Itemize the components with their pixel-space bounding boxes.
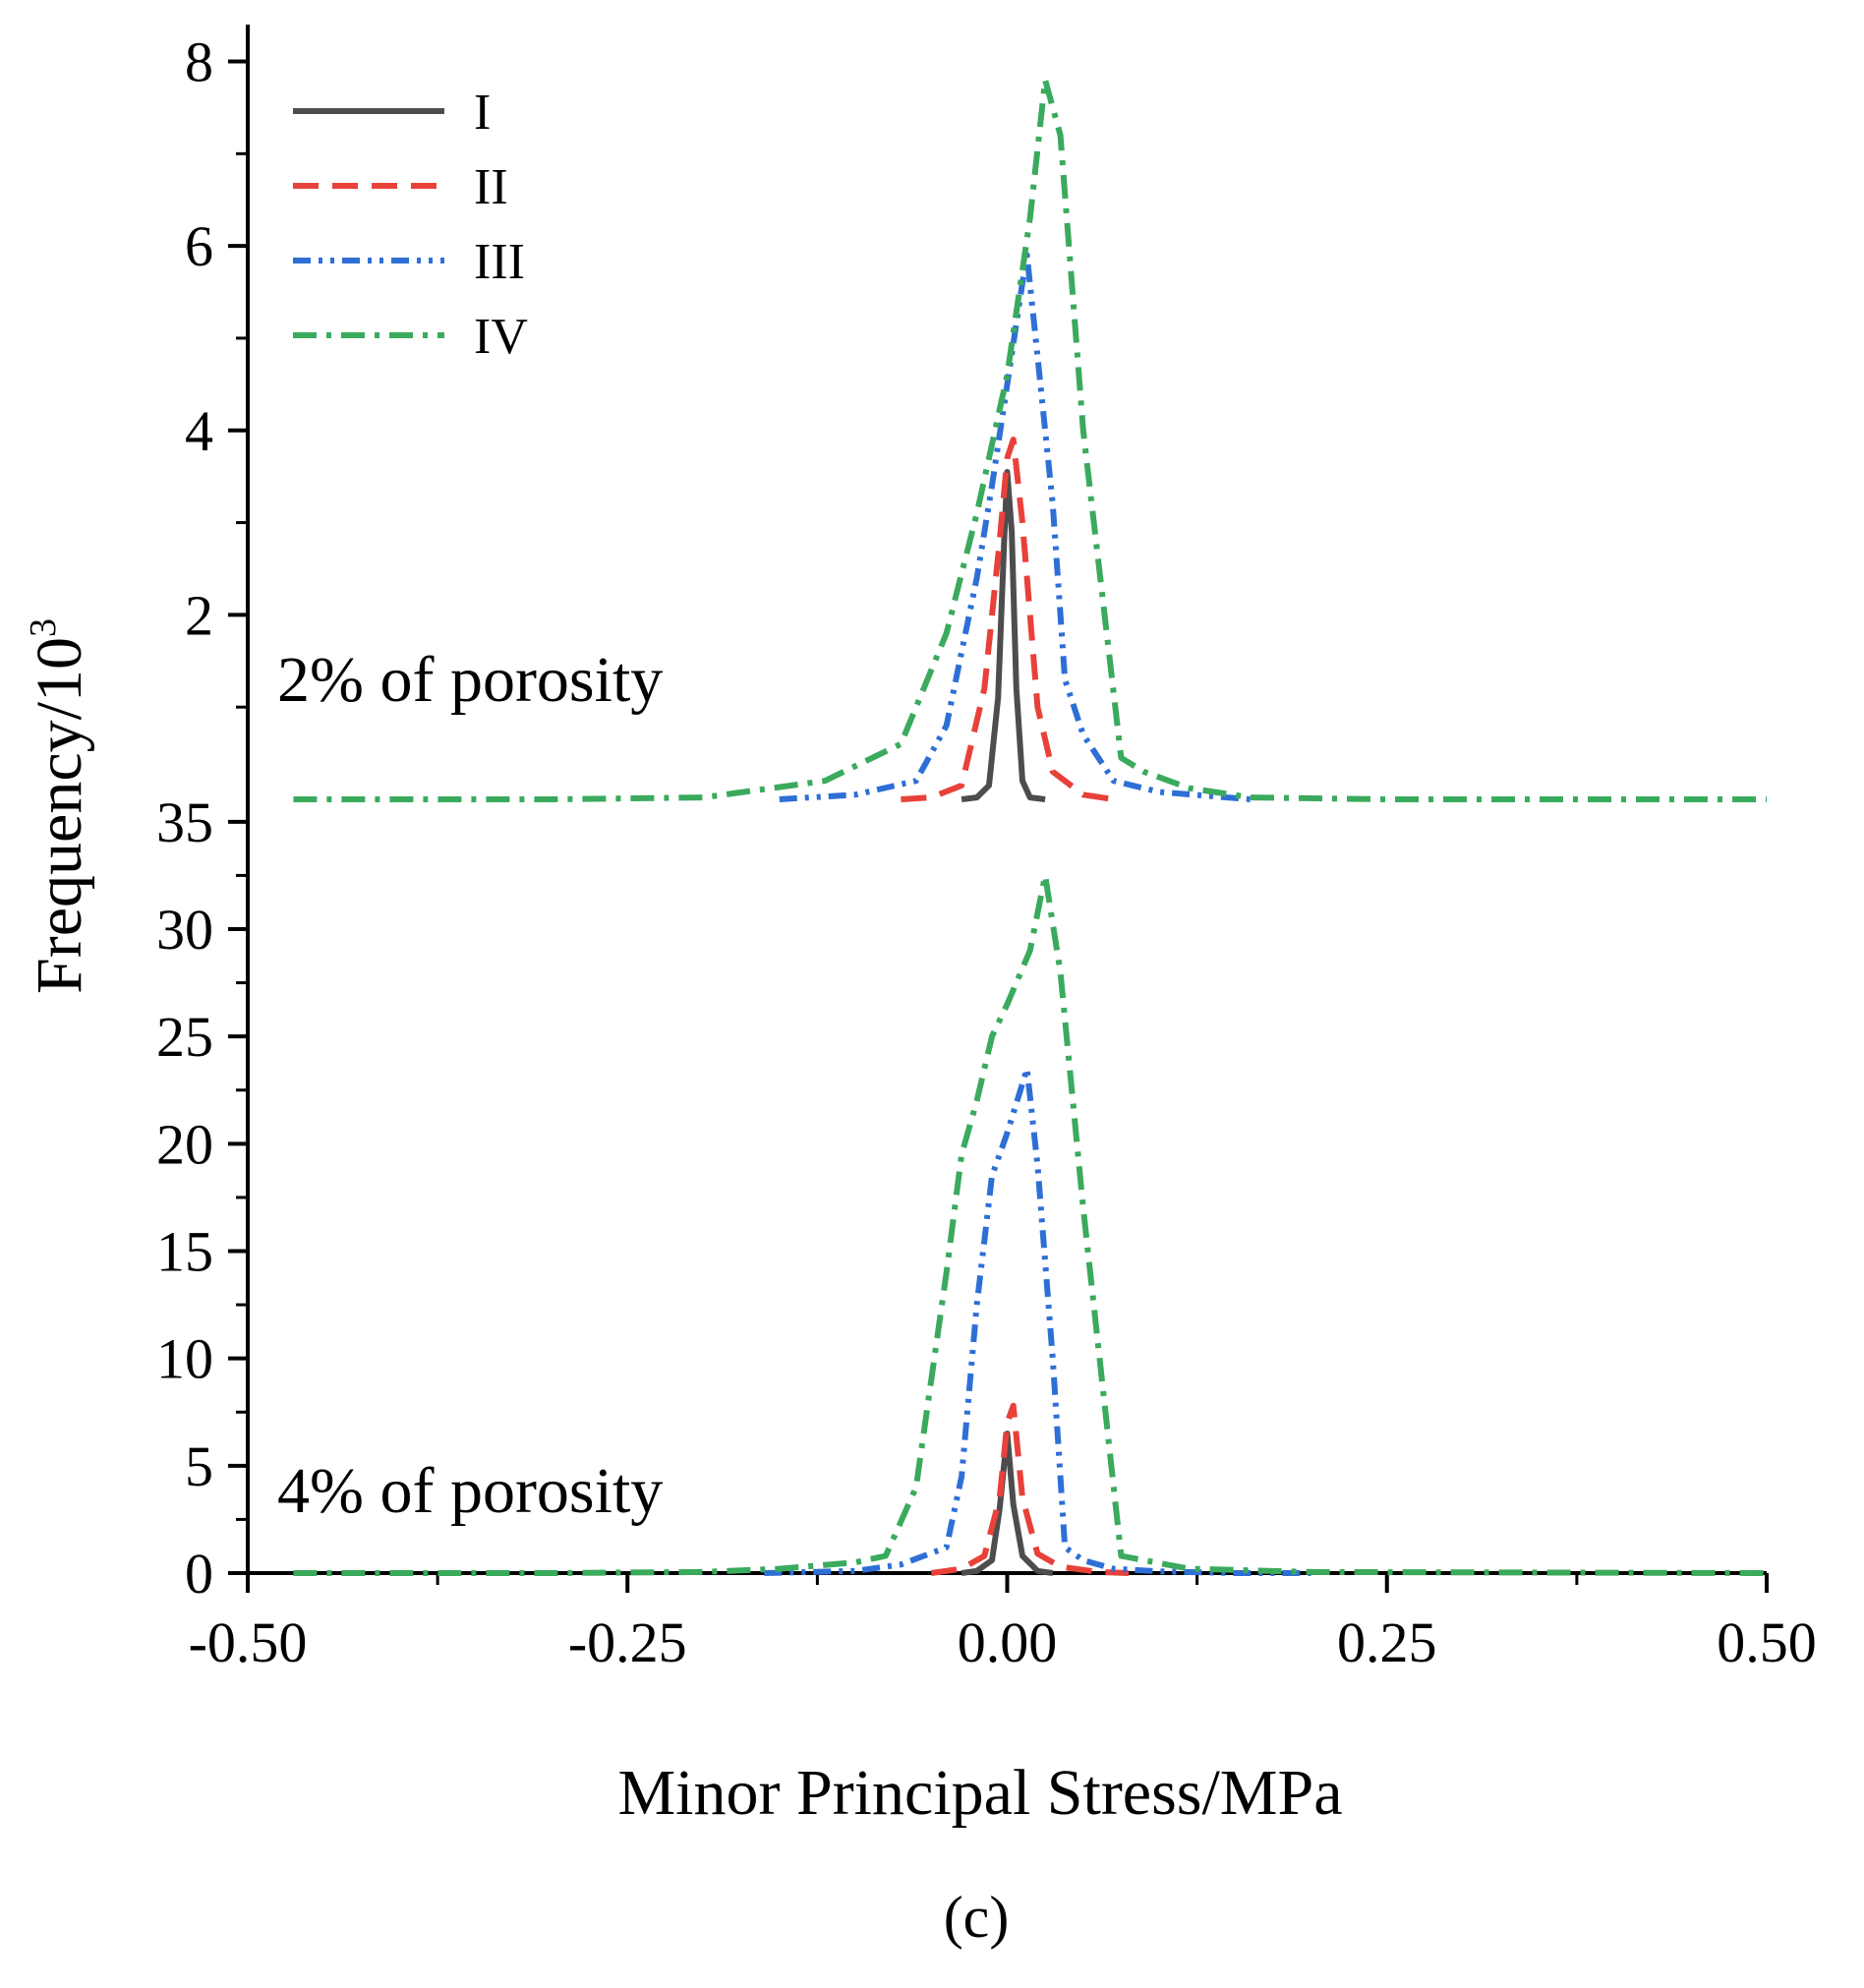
x-axis-title: Minor Principal Stress/MPa: [618, 1757, 1343, 1829]
x-tick-label: -0.25: [568, 1610, 687, 1674]
text-layer: 2% of porosity 4% of porosity Minor Prin…: [23, 30, 1817, 1950]
x-tick-label: 0.00: [958, 1610, 1058, 1674]
y-tick-label: 8: [185, 30, 213, 94]
x-tick-label: 0.50: [1717, 1610, 1817, 1674]
panel-label-4-percent: 4% of porosity: [277, 1455, 663, 1527]
series-line-iii-panel-2: [764, 1065, 1311, 1576]
series-line-i-panel-1: [961, 469, 1046, 802]
y-tick-label: 4: [185, 399, 213, 463]
y-tick-label: 2: [185, 583, 213, 647]
y-tick-label: 30: [156, 898, 213, 962]
y-tick-label: 25: [156, 1005, 213, 1069]
legend-label-iv: IV: [474, 309, 528, 365]
axes-layer: [228, 25, 1769, 1593]
x-tick-label: -0.50: [189, 1610, 308, 1674]
series-line-ii-panel-1: [901, 437, 1115, 802]
y-axis-title-exponent: 3: [23, 618, 64, 637]
y-tick-label: 15: [156, 1220, 213, 1284]
y-tick-label: 10: [156, 1327, 213, 1391]
series-line-iii-panel-1: [779, 252, 1251, 802]
legend-label-ii: II: [474, 159, 508, 215]
series-layer: [293, 77, 1768, 1576]
y-tick-label: 0: [185, 1542, 213, 1606]
series-line-iv-panel-2: [293, 872, 1768, 1576]
y-tick-label: 35: [156, 790, 213, 854]
x-tick-label: 0.25: [1337, 1610, 1437, 1674]
series-line-ii-panel-2: [930, 1402, 1130, 1576]
y-tick-label: 5: [185, 1434, 213, 1498]
y-tick-label: 20: [156, 1112, 213, 1176]
y-axis-title: Frequency/103: [23, 618, 95, 994]
y-axis-title-base: Frequency/10: [24, 637, 95, 994]
legend-label-i: I: [474, 85, 491, 141]
legend-label-iii: III: [474, 234, 525, 290]
panel-label-2-percent: 2% of porosity: [277, 644, 663, 716]
y-tick-label: 6: [185, 214, 213, 278]
figure-caption: (c): [944, 1885, 1010, 1950]
